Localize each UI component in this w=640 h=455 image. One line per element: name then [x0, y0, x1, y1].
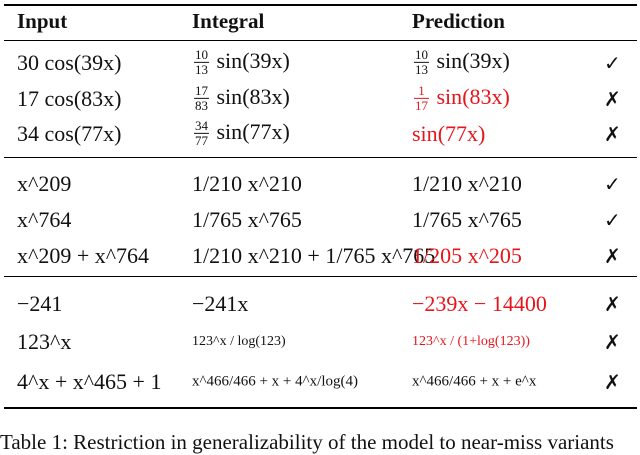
table-row: x^764 1/765 x^765 1/765 x^765 ✓ [0, 203, 640, 237]
input-cell: 30 cos(39x) [17, 50, 122, 75]
table-row: x^209 1/210 x^210 1/210 x^210 ✓ [0, 167, 640, 201]
table-row: −241 −241x −239x − 14400 ✗ [0, 287, 640, 321]
input-cell: x^764 [17, 207, 72, 232]
integral-cell: −241x [192, 291, 249, 316]
prediction-cell: 10 13 sin(39x) [414, 46, 510, 77]
integral-cell: x^466/466 + x + 4^x/log(4) [192, 373, 358, 390]
header-input: Input [17, 9, 68, 33]
integral-cell: 1/210 x^210 + 1/765 x^765 [192, 243, 436, 268]
table-row: 4^x + x^465 + 1 x^466/466 + x + 4^x/log(… [0, 365, 640, 399]
incorrect-icon: ✗ [604, 292, 621, 316]
correct-icon: ✓ [604, 172, 621, 196]
incorrect-icon: ✗ [604, 370, 621, 394]
input-cell: 123^x [17, 329, 72, 354]
input-cell: x^209 + x^764 [17, 243, 150, 268]
prediction-cell: sin(77x) [412, 121, 486, 146]
prediction-cell: −239x − 14400 [412, 291, 547, 316]
input-cell: x^209 [17, 171, 72, 196]
incorrect-icon: ✗ [604, 87, 621, 111]
integral-cell: 1/765 x^765 [192, 207, 302, 232]
prediction-cell: 1/765 x^765 [412, 207, 522, 232]
header-integral: Integral [192, 9, 265, 33]
input-cell: 4^x + x^465 + 1 [17, 369, 162, 394]
top-rule [4, 4, 637, 6]
incorrect-icon: ✗ [604, 330, 621, 354]
integral-cell: 34 77 sin(77x) [194, 117, 290, 148]
incorrect-icon: ✗ [604, 244, 621, 268]
prediction-cell: 123^x / (1+log(123)) [412, 334, 530, 349]
integral-cell: 123^x / log(123) [192, 334, 286, 349]
input-cell: 17 cos(83x) [17, 86, 122, 111]
group-rule-1 [4, 157, 637, 158]
prediction-cell: 1/210 x^210 [412, 171, 522, 196]
header-prediction: Prediction [412, 9, 505, 33]
integral-cell: 1/210 x^210 [192, 171, 302, 196]
incorrect-icon: ✗ [604, 122, 621, 146]
prediction-cell: 1/205 x^205 [412, 243, 522, 268]
integral-cell: 17 83 sin(83x) [194, 82, 290, 113]
input-cell: −241 [17, 291, 63, 316]
correct-icon: ✓ [604, 51, 621, 75]
prediction-cell: 1 17 sin(83x) [414, 82, 510, 113]
input-cell: 34 cos(77x) [17, 121, 122, 146]
table-row: 30 cos(39x) 10 13 sin(39x) 10 13 sin(39x) … [0, 46, 640, 80]
table-row: 17 cos(83x) 17 83 sin(83x) 1 17 sin(83x) ✗ [0, 82, 640, 116]
header-rule [4, 40, 637, 41]
integral-cell: 10 13 sin(39x) [194, 46, 290, 77]
prediction-cell: x^466/466 + x + e^x [412, 373, 537, 390]
table-row: x^209 + x^764 1/210 x^210 + 1/765 x^765 … [0, 239, 640, 273]
group-rule-2 [4, 276, 637, 277]
table-caption: Table 1: Restriction in generalizability… [0, 430, 614, 454]
bottom-rule [4, 407, 637, 409]
correct-icon: ✓ [604, 208, 621, 232]
table-row: 123^x 123^x / log(123) 123^x / (1+log(12… [0, 325, 640, 359]
table-row: 34 cos(77x) 34 77 sin(77x) sin(77x) ✗ [0, 117, 640, 151]
